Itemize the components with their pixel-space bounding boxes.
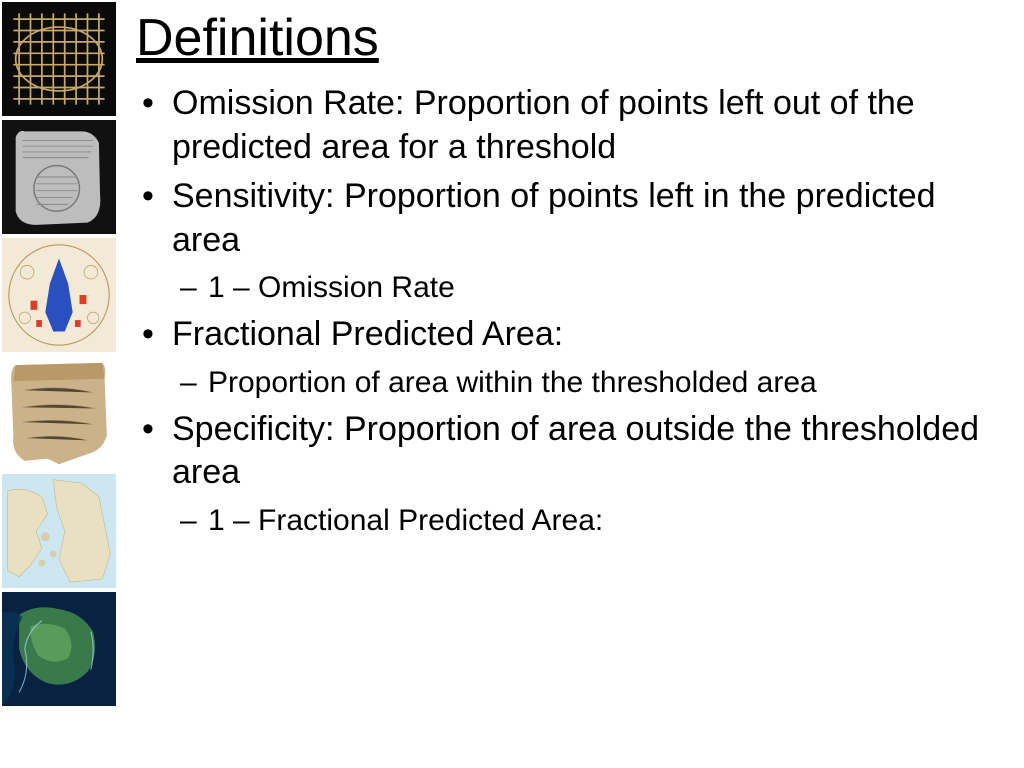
sub-bullet-list: Proportion of area within the thresholde… bbox=[172, 363, 1004, 402]
bullet-text: Omission Rate: Proportion of points left… bbox=[172, 84, 915, 166]
slide-content: Definitions Omission Rate: Proportion of… bbox=[118, 0, 1024, 768]
sub-bullet-list: 1 – Omission Rate bbox=[172, 268, 1004, 307]
sub-bullet-list: 1 – Fractional Predicted Area: bbox=[172, 501, 1004, 540]
bullet-text: Specificity: Proportion of area outside … bbox=[172, 410, 979, 492]
bullet-list: Omission Rate: Proportion of points left… bbox=[136, 82, 1004, 540]
bullet-text: Sensitivity: Proportion of points left i… bbox=[172, 177, 936, 259]
satellite-map-thumb bbox=[2, 592, 116, 706]
sub-bullet-text: 1 – Omission Rate bbox=[208, 271, 455, 304]
sub-bullet-text: Proportion of area within the thresholde… bbox=[208, 366, 817, 399]
grid-map-thumb bbox=[2, 2, 116, 116]
bullet-item: Sensitivity: Proportion of points left i… bbox=[164, 175, 1004, 307]
parchment-map-thumb bbox=[2, 356, 116, 470]
bullet-item: Omission Rate: Proportion of points left… bbox=[164, 82, 1004, 169]
sidebar-thumbnails bbox=[0, 0, 118, 768]
bullet-text: Fractional Predicted Area: bbox=[172, 315, 563, 353]
sub-bullet-item: Proportion of area within the thresholde… bbox=[202, 363, 1004, 402]
sub-bullet-item: 1 – Fractional Predicted Area: bbox=[202, 501, 1004, 540]
sub-bullet-item: 1 – Omission Rate bbox=[202, 268, 1004, 307]
sub-bullet-text: 1 – Fractional Predicted Area: bbox=[208, 504, 603, 537]
region-map-thumb bbox=[2, 474, 116, 588]
slide-title: Definitions bbox=[136, 8, 1004, 68]
medieval-map-thumb bbox=[2, 238, 116, 352]
bullet-item: Fractional Predicted Area: Proportion of… bbox=[164, 313, 1004, 402]
cuneiform-map-thumb bbox=[2, 120, 116, 234]
bullet-item: Specificity: Proportion of area outside … bbox=[164, 408, 1004, 540]
